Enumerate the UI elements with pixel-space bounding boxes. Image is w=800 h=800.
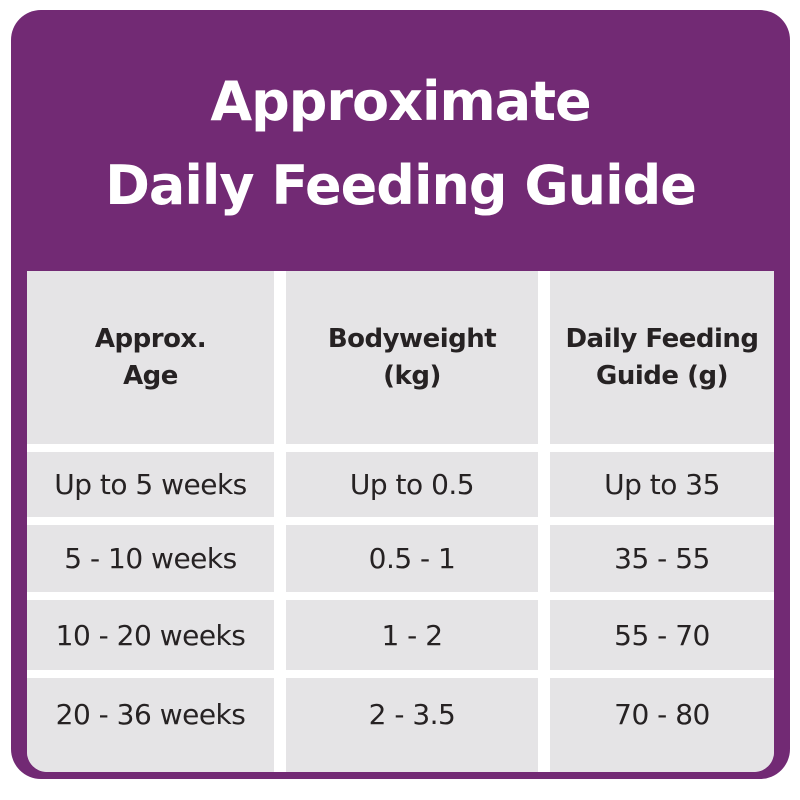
column-header-bodyweight: Bodyweight (kg) (286, 271, 538, 444)
purple-card: Approximate Daily Feeding Guide Approx. … (11, 10, 790, 779)
table-cell-feeding-row4: 70 - 80 (550, 678, 774, 772)
table-cell-bodyweight-row1: Up to 0.5 (286, 452, 538, 517)
table-cell-bodyweight-row3: 1 - 2 (286, 600, 538, 670)
table-cell-feeding-row3: 55 - 70 (550, 600, 774, 670)
feeding-table: Approx. Age Bodyweight (kg) Daily Feedin… (27, 271, 774, 772)
table-cell-feeding-row1: Up to 35 (550, 452, 774, 517)
feeding-table-grid: Approx. Age Bodyweight (kg) Daily Feedin… (27, 271, 774, 772)
table-cell-age-row4: 20 - 36 weeks (27, 678, 274, 772)
column-header-bodyweight-line1: Bodyweight (327, 323, 497, 354)
table-cell-age-row1: Up to 5 weeks (27, 452, 274, 517)
table-cell-feeding-row2: 35 - 55 (550, 525, 774, 592)
table-cell-bodyweight-row2: 0.5 - 1 (286, 525, 538, 592)
column-header-age-line1: Approx. (94, 323, 207, 354)
table-cell-bodyweight-row4: 2 - 3.5 (286, 678, 538, 772)
column-header-age: Approx. Age (27, 271, 274, 444)
title-line-2: Daily Feeding Guide (105, 153, 697, 217)
column-header-feeding-guide-line1: Daily Feeding (565, 323, 759, 354)
card-title: Approximate Daily Feeding Guide (27, 10, 774, 271)
table-cell-age-row2: 5 - 10 weeks (27, 525, 274, 592)
table-cell-age-row3: 10 - 20 weeks (27, 600, 274, 670)
column-header-bodyweight-line2: (kg) (383, 360, 441, 391)
title-line-1: Approximate (210, 69, 591, 133)
column-header-age-line2: Age (123, 360, 178, 391)
column-header-feeding-guide: Daily Feeding Guide (g) (550, 271, 774, 444)
column-header-feeding-guide-line2: Guide (g) (596, 360, 728, 391)
